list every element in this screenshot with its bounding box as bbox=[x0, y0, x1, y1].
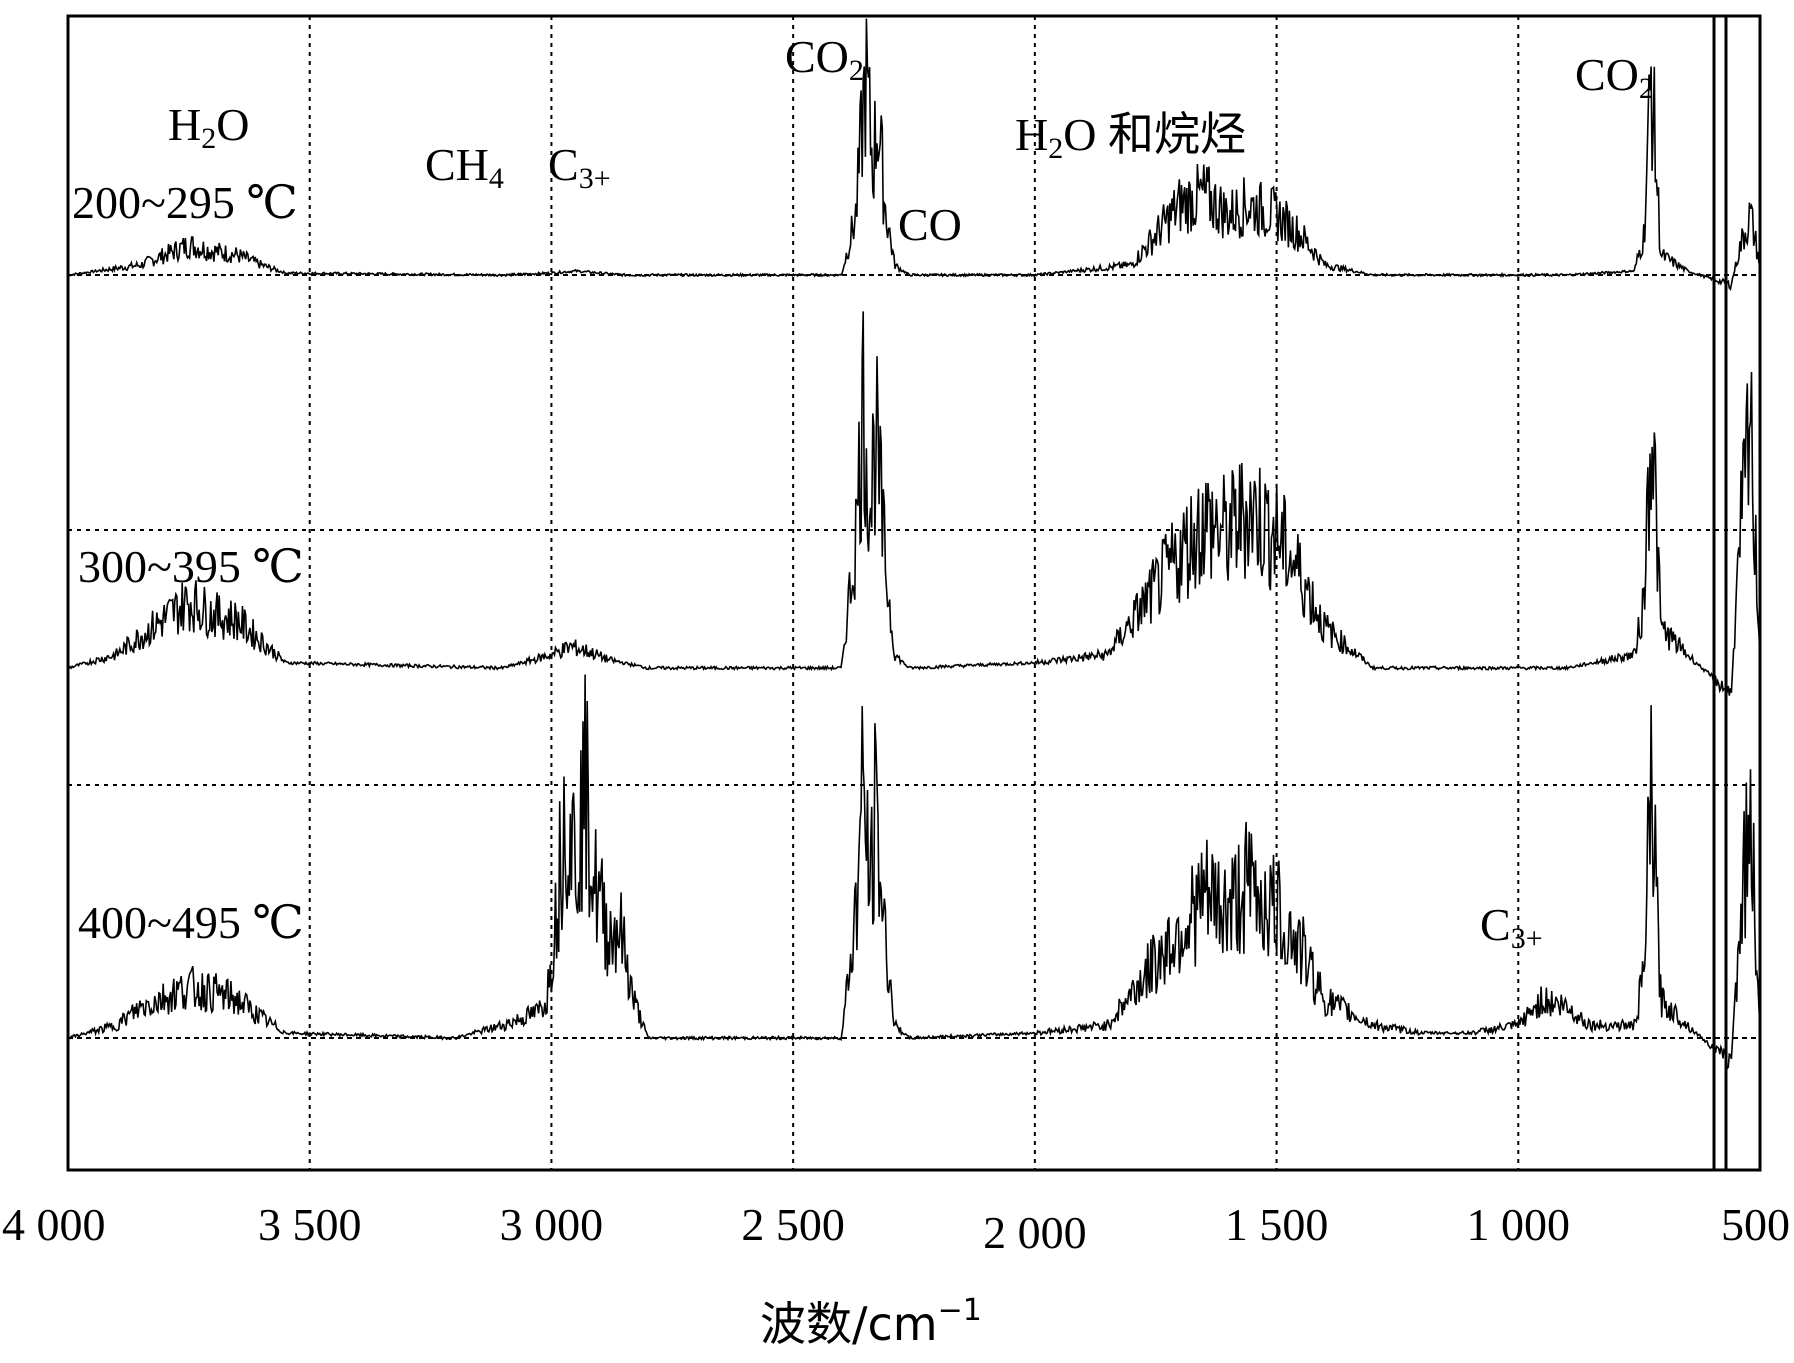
x-axis-label: 波数/cm−1 bbox=[760, 1293, 982, 1351]
series-label-200-295: 200~295 ℃ bbox=[72, 177, 298, 228]
annotation-co2-right: CO2 bbox=[1575, 49, 1654, 105]
x-tick-label: 3 000 bbox=[500, 1199, 604, 1250]
x-axis-ticks: 4 000 3 500 3 000 2 500 2 000 1 500 1 000 500 bbox=[2, 1199, 1790, 1258]
grid-lines bbox=[68, 16, 1760, 1170]
annotation-c3-bottom: C3+ bbox=[1480, 899, 1543, 955]
x-tick-label: 1 500 bbox=[1225, 1199, 1329, 1250]
annotation-c3-top: C3+ bbox=[548, 139, 611, 195]
spectrum-line-2 bbox=[67, 311, 1761, 698]
spectrum-line-3 bbox=[67, 674, 1761, 1070]
plot-frame bbox=[66, 14, 1762, 1172]
spectrum-line-1 bbox=[67, 18, 1761, 291]
annotation-h2o-left: H2O bbox=[168, 99, 249, 155]
x-tick-label: 4 000 bbox=[2, 1199, 106, 1250]
series-label-300-395: 300~395 ℃ bbox=[78, 541, 304, 592]
x-tick-label: 2 000 bbox=[983, 1207, 1087, 1258]
x-tick-label: 3 500 bbox=[258, 1199, 362, 1250]
spectra-series bbox=[67, 16, 1761, 1170]
annotation-co: CO bbox=[898, 199, 962, 250]
annotation-ch4: CH4 bbox=[425, 139, 504, 195]
x-tick-label: 2 500 bbox=[741, 1199, 845, 1250]
annotation-co2-top: CO2 bbox=[785, 31, 864, 87]
series-label-400-495: 400~495 ℃ bbox=[78, 897, 304, 948]
x-tick-label: 500 bbox=[1721, 1199, 1790, 1250]
x-tick-label: 1 000 bbox=[1467, 1199, 1571, 1250]
annotation-h2o-alkane: H2O 和烷烃 bbox=[1015, 109, 1246, 165]
